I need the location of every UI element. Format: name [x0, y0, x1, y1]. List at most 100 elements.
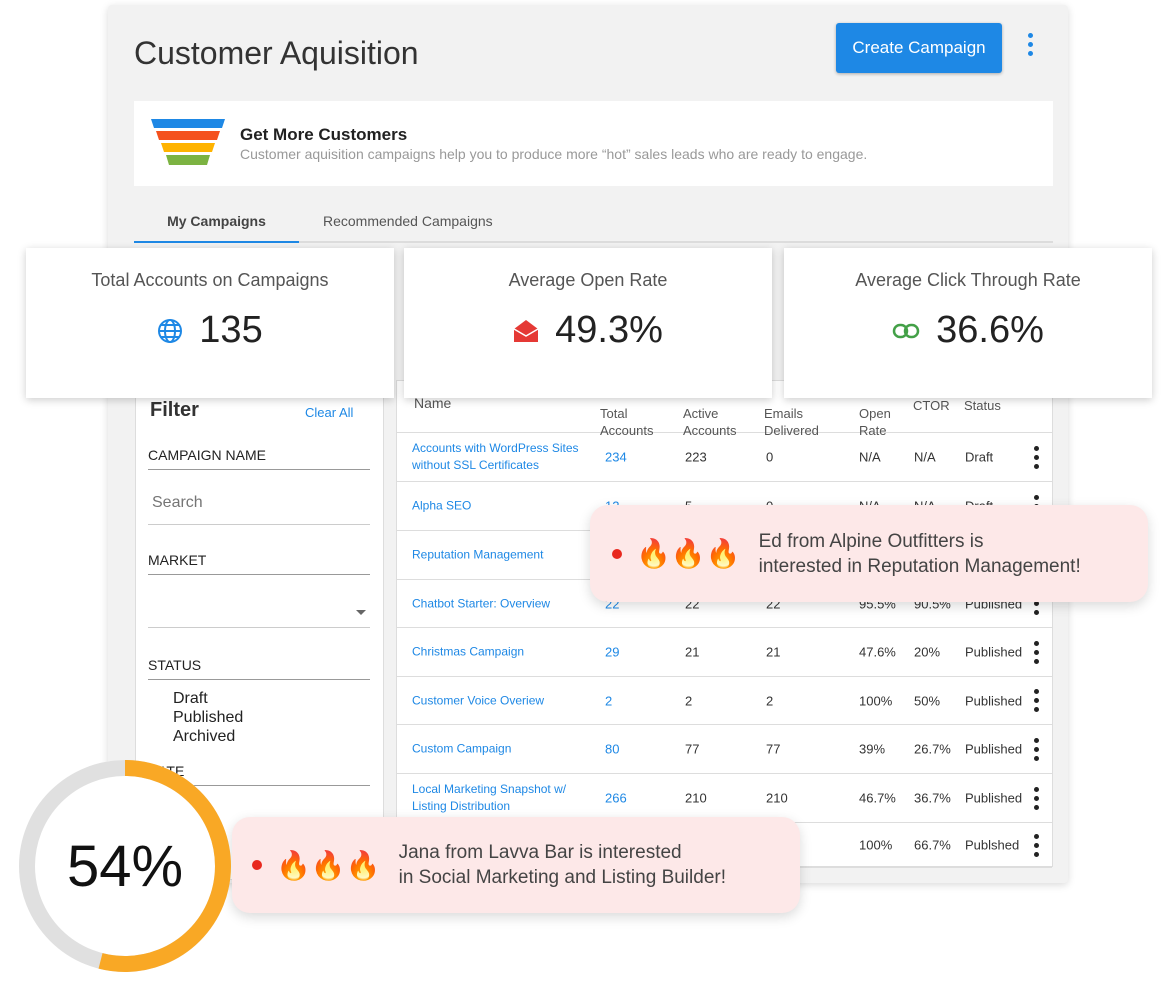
fire-icon: 🔥🔥🔥: [636, 538, 741, 569]
market-label: MARKET: [148, 552, 370, 575]
row-menu-icon[interactable]: [1034, 786, 1039, 810]
toast-line-2: interested in Reputation Management!: [758, 555, 1081, 577]
col-ctor[interactable]: CTOR: [913, 398, 950, 413]
status-option-published[interactable]: Published: [173, 709, 244, 726]
campaign-name-label: CAMPAIGN NAME: [148, 447, 370, 470]
table-row[interactable]: Accounts with WordPress Sites without SS…: [397, 433, 1052, 482]
ctor: N/A: [914, 449, 936, 465]
campaign-name-link[interactable]: Accounts with WordPress Sites without SS…: [412, 441, 579, 472]
active-accounts: 210: [685, 790, 707, 806]
stat-value: 135: [199, 309, 263, 351]
table-row[interactable]: Christmas Campaign 29 21 21 47.6% 20% Publishe…: [397, 628, 1052, 677]
col-active-accounts[interactable]: Active Accounts: [683, 406, 737, 438]
fire-icon: 🔥🔥🔥: [276, 849, 381, 881]
open-rate: 100%: [859, 693, 893, 708]
create-campaign-button[interactable]: Create Campaign: [836, 23, 1002, 73]
col-open-rate[interactable]: Open Rate: [859, 406, 891, 438]
live-dot-icon: [612, 548, 622, 559]
table-row[interactable]: Custom Campaign 80 77 77 39% 26.7% Published: [397, 725, 1052, 774]
emails-delivered: 77: [766, 741, 781, 757]
active-accounts: 21: [685, 644, 700, 660]
row-menu-icon[interactable]: [1034, 640, 1039, 664]
status: Draft: [965, 449, 994, 465]
status: Published: [965, 693, 1023, 708]
link-icon: [892, 323, 920, 338]
tab-recommended-campaigns[interactable]: Recommended Campaigns: [323, 213, 493, 229]
col-emails-delivered[interactable]: Emails Delivered: [764, 406, 819, 438]
lead-toast-2[interactable]: 🔥🔥🔥 Jana from Lavva Bar is interested in …: [232, 817, 800, 913]
col-status[interactable]: Status: [964, 398, 1001, 413]
campaign-name-link[interactable]: Local Marketing Snapshot w/ Listing Dist…: [412, 782, 567, 813]
row-menu-icon[interactable]: [1034, 689, 1039, 712]
funnel-icon: [151, 119, 225, 165]
open-rate: N/A: [859, 449, 881, 465]
search-input[interactable]: [148, 481, 370, 525]
toast-line-1: Ed from Alpine Outfitters is: [758, 530, 984, 552]
status: Published: [965, 790, 1023, 806]
status: Published: [965, 644, 1023, 660]
toast-line-1: Jana from Lavva Bar is interested: [398, 842, 682, 863]
stat-label: Average Click Through Rate: [855, 270, 1081, 290]
toast-line-2: in Social Marketing and Listing Builder!: [398, 867, 726, 888]
open-rate: 46.7%: [859, 790, 896, 806]
globe-icon: [158, 318, 183, 343]
campaign-name-link[interactable]: Christmas Campaign: [412, 644, 525, 659]
banner-title: Get More Customers: [240, 125, 408, 144]
status-label: STATUS: [148, 657, 370, 680]
row-menu-icon[interactable]: [1034, 737, 1039, 761]
stat-label: Total Accounts on Campaigns: [91, 270, 329, 290]
row-menu-icon[interactable]: [1034, 445, 1039, 469]
total-accounts-link[interactable]: 80: [605, 741, 620, 757]
stat-value: 49.3%: [555, 309, 663, 351]
progress-arc: [19, 760, 231, 972]
emails-delivered: 2: [766, 693, 774, 708]
open-rate: 100%: [859, 837, 893, 853]
live-dot-icon: [252, 860, 262, 870]
tab-bar: My Campaigns Recommended Campaigns: [134, 201, 1053, 243]
ctor: 50%: [914, 693, 941, 708]
status-option-draft[interactable]: Draft: [173, 690, 208, 707]
stat-click-through-rate: Average Click Through Rate 36.6%: [784, 248, 1152, 398]
lead-toast-1[interactable]: 🔥🔥🔥 Ed from Alpine Outfitters is interest…: [590, 505, 1148, 602]
emails-delivered: 0: [766, 449, 774, 465]
campaign-name-link[interactable]: Customer Voice Overiew: [412, 693, 545, 707]
total-accounts-link[interactable]: 266: [605, 790, 627, 806]
stat-value: 36.6%: [936, 309, 1044, 351]
active-accounts: 77: [685, 741, 700, 757]
active-accounts: 223: [685, 449, 707, 465]
row-menu-icon[interactable]: [1034, 833, 1039, 857]
col-name[interactable]: Name: [414, 395, 452, 411]
clear-all-link[interactable]: Clear All: [305, 405, 354, 420]
campaign-name-link[interactable]: Custom Campaign: [412, 741, 512, 756]
dropdown-arrow-icon: [356, 610, 366, 620]
active-accounts: 2: [685, 693, 693, 708]
open-envelope-icon: [513, 319, 539, 342]
info-banner: Get More Customers Customer aquisition c…: [134, 101, 1053, 186]
progress-donut: 54%: [19, 760, 231, 972]
status-option-archived[interactable]: Archived: [173, 728, 236, 745]
page-title: Customer Aquisition: [134, 35, 419, 71]
col-total-accounts[interactable]: Total Accounts: [600, 406, 654, 438]
tab-my-campaigns[interactable]: My Campaigns: [134, 213, 299, 243]
filter-title: Filter: [150, 399, 199, 421]
ctor: 26.7%: [914, 741, 951, 757]
campaign-name-link[interactable]: Reputation Management: [412, 547, 544, 562]
campaign-name-link[interactable]: Alpha SEO: [412, 498, 472, 513]
total-accounts-link[interactable]: 2: [605, 693, 613, 708]
campaign-name-link[interactable]: Chatbot Starter: Overview: [412, 596, 551, 610]
open-rate: 47.6%: [859, 644, 896, 660]
emails-delivered: 210: [766, 790, 788, 806]
market-select[interactable]: [148, 586, 370, 628]
table-row[interactable]: Local Marketing Snapshot w/ Listing Dist…: [397, 774, 1052, 823]
stat-label: Average Open Rate: [508, 270, 668, 290]
total-accounts-link[interactable]: 29: [605, 644, 620, 660]
total-accounts-link[interactable]: 234: [605, 449, 627, 465]
stat-total-accounts: Total Accounts on Campaigns 135: [26, 248, 394, 398]
status: Published: [965, 741, 1023, 757]
more-options-icon[interactable]: [1028, 33, 1033, 56]
banner-subtitle: Customer aquisition campaigns help you t…: [240, 146, 868, 162]
status: Publshed: [965, 837, 1020, 853]
table-row[interactable]: Customer Voice Overiew 2 2 2 100% 50% Publishe…: [397, 677, 1052, 725]
campaigns-table: Name Total Accounts Active Accounts Emai…: [396, 380, 1053, 868]
progress-label: 54%: [66, 833, 184, 899]
